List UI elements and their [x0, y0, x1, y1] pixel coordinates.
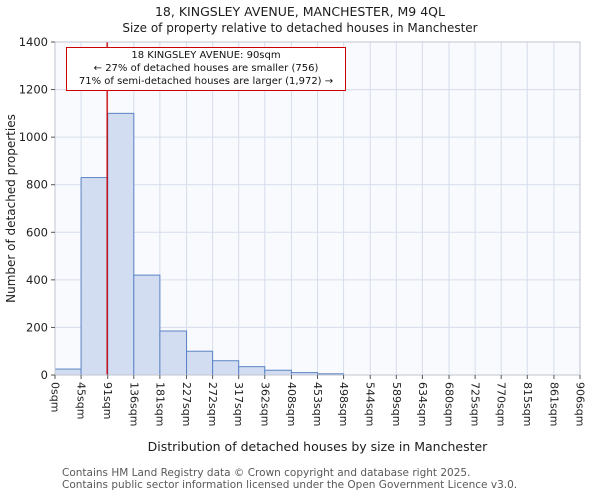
- y-axis-label: Number of detached properties: [4, 114, 18, 303]
- x-tick-label: 634sqm: [416, 382, 429, 426]
- y-tick-label: 1400: [19, 35, 48, 49]
- x-tick-label: 408sqm: [285, 382, 298, 426]
- y-tick-label: 400: [26, 273, 48, 287]
- histogram-bar: [133, 274, 161, 376]
- footer-line-1: Contains HM Land Registry data © Crown c…: [62, 467, 471, 479]
- y-tick-label: 1000: [19, 130, 48, 144]
- x-tick-label: 317sqm: [232, 382, 245, 426]
- x-tick-label: 453sqm: [311, 382, 324, 426]
- y-tick-label: 1200: [19, 83, 48, 97]
- annotation-smaller-line: ← 27% of detached houses are smaller (75…: [93, 62, 319, 74]
- x-tick-label: 227sqm: [180, 382, 193, 426]
- footer: Contains HM Land Registry data © Crown c…: [62, 467, 518, 491]
- histogram-bar: [264, 369, 292, 376]
- histogram-bar: [54, 368, 82, 376]
- annotation-larger-line: 71% of semi-detached houses are larger (…: [78, 75, 334, 87]
- x-tick-label: 45sqm: [75, 382, 88, 419]
- y-tick-label: 200: [26, 320, 48, 334]
- x-tick-label: 91sqm: [101, 382, 114, 419]
- x-tick-label: 815sqm: [521, 382, 534, 426]
- x-axis-label: Distribution of detached houses by size …: [148, 439, 489, 454]
- chart-subtitle: Size of property relative to detached ho…: [122, 21, 478, 35]
- x-tick-label: 272sqm: [206, 382, 219, 426]
- x-tick-label: 362sqm: [258, 382, 271, 426]
- x-tick-label: 544sqm: [364, 382, 377, 426]
- x-tick-label: 725sqm: [469, 382, 482, 426]
- y-tick-label: 600: [26, 225, 48, 239]
- x-tick-label: 906sqm: [574, 382, 587, 426]
- histogram-bar: [159, 330, 188, 376]
- x-tick-label: 589sqm: [390, 382, 403, 426]
- annotation-property-line: 18 KINGSLEY AVENUE: 90sqm: [131, 50, 281, 61]
- x-tick-label: 181sqm: [153, 382, 166, 426]
- y-tick-label: 800: [26, 178, 48, 192]
- footer-line-2: Contains public sector information licen…: [62, 478, 518, 491]
- y-tick-label: 0: [41, 368, 48, 382]
- histogram-bar: [80, 177, 109, 376]
- x-tick-label: 0sqm: [49, 382, 62, 412]
- x-tick-label: 861sqm: [547, 382, 560, 426]
- histogram-bar: [186, 350, 214, 376]
- histogram-bar: [107, 112, 135, 376]
- histogram-bar: [238, 366, 266, 376]
- histogram-bar: [212, 360, 240, 376]
- annotation-box: 18 KINGSLEY AVENUE: 90sqm ← 27% of detac…: [66, 47, 346, 92]
- x-tick-label: 770sqm: [495, 382, 508, 426]
- chart-title: 18, KINGSLEY AVENUE, MANCHESTER, M9 4QL: [154, 4, 445, 19]
- x-tick-label: 498sqm: [337, 382, 350, 426]
- x-tick-label: 680sqm: [443, 382, 456, 426]
- x-tick-label: 136sqm: [127, 382, 140, 426]
